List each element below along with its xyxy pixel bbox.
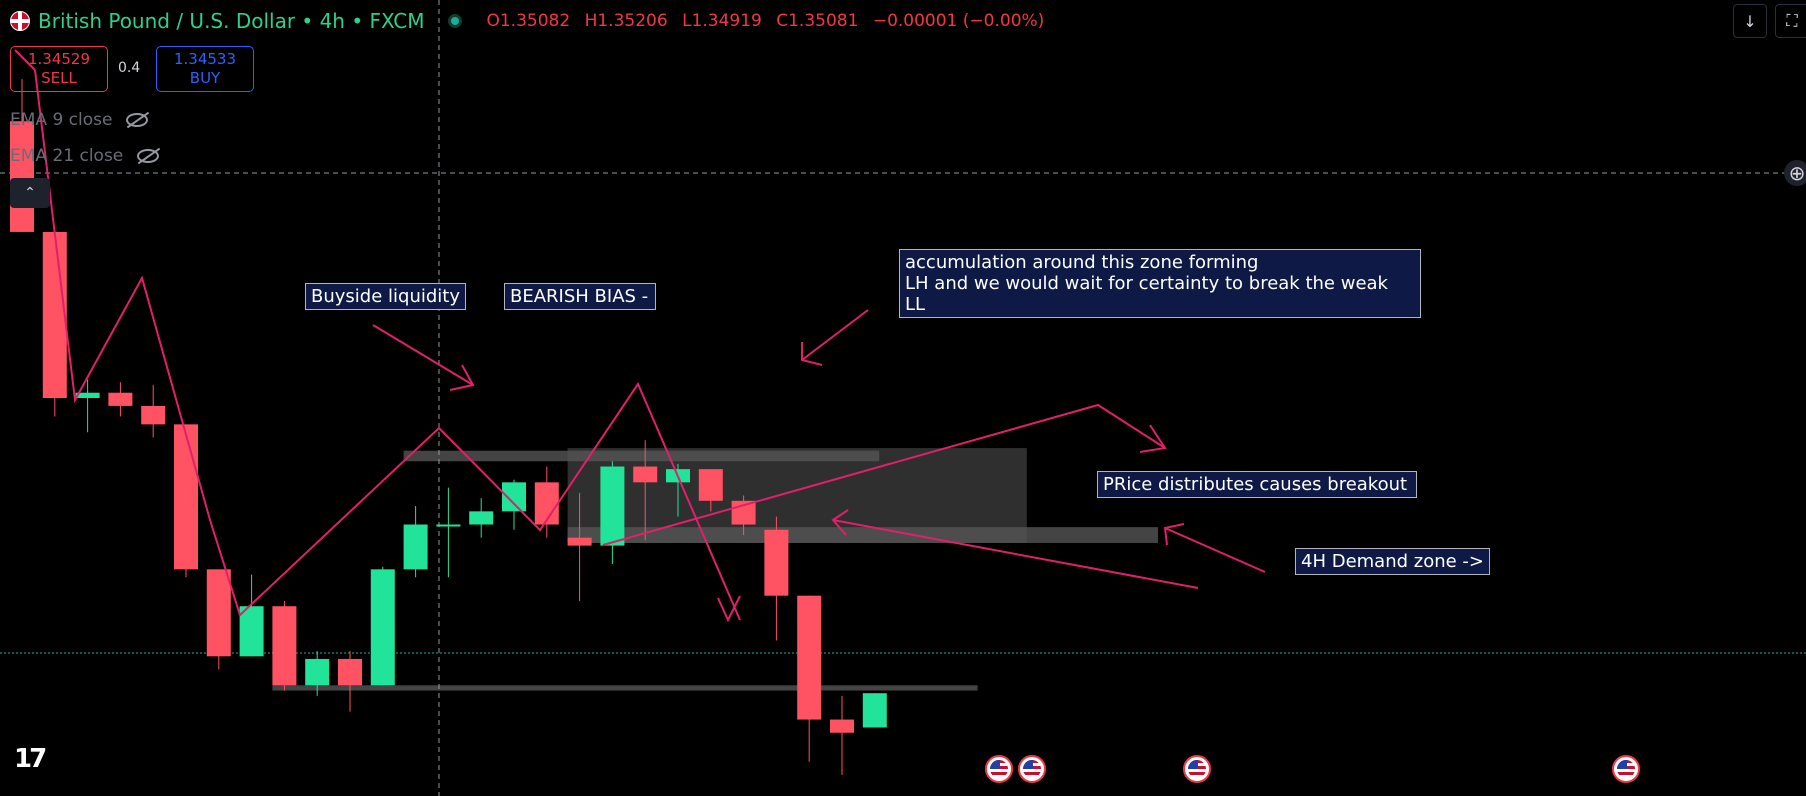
range-top[interactable] bbox=[403, 450, 880, 462]
arrow-accumulation-head[interactable] bbox=[801, 342, 823, 366]
ohlc-values: O1.35082 H1.35206 L1.34919 C1.35081 −0.0… bbox=[486, 11, 1053, 31]
candle-body[interactable] bbox=[141, 405, 166, 425]
arrow-distribute-head[interactable] bbox=[831, 509, 849, 536]
candle-body[interactable] bbox=[338, 658, 362, 686]
candle-body[interactable] bbox=[698, 469, 723, 501]
annotation-buyside-liquidity[interactable]: Buyside liquidity bbox=[305, 283, 466, 310]
annotation-text: LH and we would wait for certainty to br… bbox=[905, 273, 1388, 294]
chevron-up-icon: ⌃ bbox=[24, 185, 36, 201]
candle-body[interactable] bbox=[469, 511, 494, 525]
hidden-eye-icon[interactable] bbox=[126, 113, 149, 127]
annotation-distribution[interactable]: PRice distributes causes breakout bbox=[1097, 471, 1418, 498]
add-plus-button[interactable]: ⊕ bbox=[1784, 160, 1806, 186]
arrow-demand[interactable] bbox=[1164, 527, 1266, 573]
breakout-path[interactable] bbox=[602, 403, 1166, 546]
buy-button[interactable]: 1.34533 BUY bbox=[156, 46, 254, 92]
symbol-title[interactable]: British Pound / U.S. Dollar • 4h • FXCM bbox=[38, 9, 425, 33]
candle-body[interactable] bbox=[436, 524, 461, 527]
candle-body[interactable] bbox=[239, 606, 264, 657]
plus-icon: ⊕ bbox=[1788, 161, 1806, 185]
zigzag-drawing-left[interactable] bbox=[14, 49, 36, 71]
ohlc-high: H1.35206 bbox=[584, 11, 668, 31]
breakout-path-head[interactable] bbox=[1139, 424, 1167, 453]
fullscreen-icon: ⛶ bbox=[1786, 11, 1798, 30]
annotation-demand-zone[interactable]: 4H Demand zone -> bbox=[1295, 548, 1491, 575]
candle-body[interactable] bbox=[108, 392, 133, 406]
candle-body[interactable] bbox=[862, 693, 887, 728]
candle-body[interactable] bbox=[764, 529, 789, 596]
annotation-text: accumulation around this zone forming bbox=[905, 252, 1259, 273]
annotation-accumulation[interactable]: accumulation around this zone forming LH… bbox=[899, 249, 1421, 318]
fullscreen-button[interactable]: ⛶ bbox=[1775, 4, 1806, 38]
candle-body[interactable] bbox=[174, 424, 198, 570]
candle-body[interactable] bbox=[403, 524, 428, 570]
ohlc-close: C1.35081 bbox=[776, 11, 859, 31]
buy-price: 1.34533 bbox=[173, 50, 237, 68]
range-bottom[interactable] bbox=[272, 685, 978, 691]
arrow-demand-head[interactable] bbox=[1163, 523, 1185, 546]
gbp-usd-flag-icon bbox=[10, 11, 30, 31]
arrow-accumulation[interactable] bbox=[801, 309, 869, 361]
candle-body[interactable] bbox=[567, 537, 592, 546]
candle-body[interactable] bbox=[305, 658, 330, 686]
spread-value: 0.4 bbox=[118, 60, 141, 76]
candle-body[interactable] bbox=[633, 466, 658, 483]
candle-body[interactable] bbox=[502, 482, 526, 512]
annotation-text: PRice distributes causes breakout bbox=[1103, 474, 1408, 495]
hidden-eye-icon[interactable] bbox=[137, 149, 160, 163]
us-event-icon[interactable] bbox=[1612, 755, 1640, 783]
us-event-icon[interactable] bbox=[1183, 755, 1211, 783]
candle-body[interactable] bbox=[10, 121, 34, 232]
sell-label: SELL bbox=[41, 69, 77, 87]
indicator-ema-9[interactable]: EMA 9 close bbox=[10, 110, 149, 130]
us-event-icon[interactable] bbox=[985, 755, 1013, 783]
indicator-ema-21[interactable]: EMA 21 close bbox=[10, 146, 160, 166]
candle-body[interactable] bbox=[600, 466, 625, 546]
arrow-buyside-head[interactable] bbox=[449, 364, 475, 391]
ohlc-change: −0.00001 (−0.00%) bbox=[872, 11, 1045, 31]
candle-body[interactable] bbox=[370, 569, 395, 686]
candle-body[interactable] bbox=[206, 569, 231, 657]
annotation-text: BEARISH BIAS - bbox=[510, 286, 649, 307]
market-status-icon[interactable] bbox=[448, 14, 463, 28]
annotation-bearish-bias[interactable]: BEARISH BIAS - bbox=[504, 283, 657, 310]
scroll-down-button[interactable]: ↓ bbox=[1733, 4, 1767, 38]
zigzag-drawing[interactable] bbox=[34, 69, 741, 621]
candle-body[interactable] bbox=[42, 231, 67, 398]
annotation-text: Buyside liquidity bbox=[311, 286, 460, 307]
annotation-text: 4H Demand zone -> bbox=[1301, 551, 1485, 572]
sell-price: 1.34529 bbox=[27, 50, 91, 68]
candle-body[interactable] bbox=[75, 392, 100, 398]
arrow-down-icon: ↓ bbox=[1743, 11, 1757, 31]
buy-label: BUY bbox=[189, 69, 221, 87]
indicator-label: EMA 21 close bbox=[10, 146, 124, 166]
demand-zone[interactable] bbox=[567, 527, 1158, 543]
candle-body[interactable] bbox=[830, 719, 854, 733]
candle-body[interactable] bbox=[797, 595, 822, 720]
symbol-header: British Pound / U.S. Dollar • 4h • FXCM … bbox=[10, 8, 1053, 34]
annotation-text: LL bbox=[905, 294, 926, 315]
arrow-distribute[interactable] bbox=[832, 519, 1199, 589]
collapse-legend-button[interactable]: ⌃ bbox=[10, 178, 50, 208]
tradingview-logo-icon[interactable]: 17 bbox=[14, 744, 47, 774]
us-event-icon[interactable] bbox=[1018, 755, 1046, 783]
indicator-label: EMA 9 close bbox=[10, 110, 113, 130]
sell-button[interactable]: 1.34529 SELL bbox=[10, 46, 108, 92]
arrow-buyside[interactable] bbox=[372, 324, 474, 386]
ohlc-open: O1.35082 bbox=[486, 11, 571, 31]
ohlc-low: L1.34919 bbox=[682, 11, 762, 31]
candle-body[interactable] bbox=[272, 606, 297, 686]
candle-body[interactable] bbox=[534, 482, 559, 525]
arrow-bearish-head[interactable] bbox=[717, 595, 741, 623]
